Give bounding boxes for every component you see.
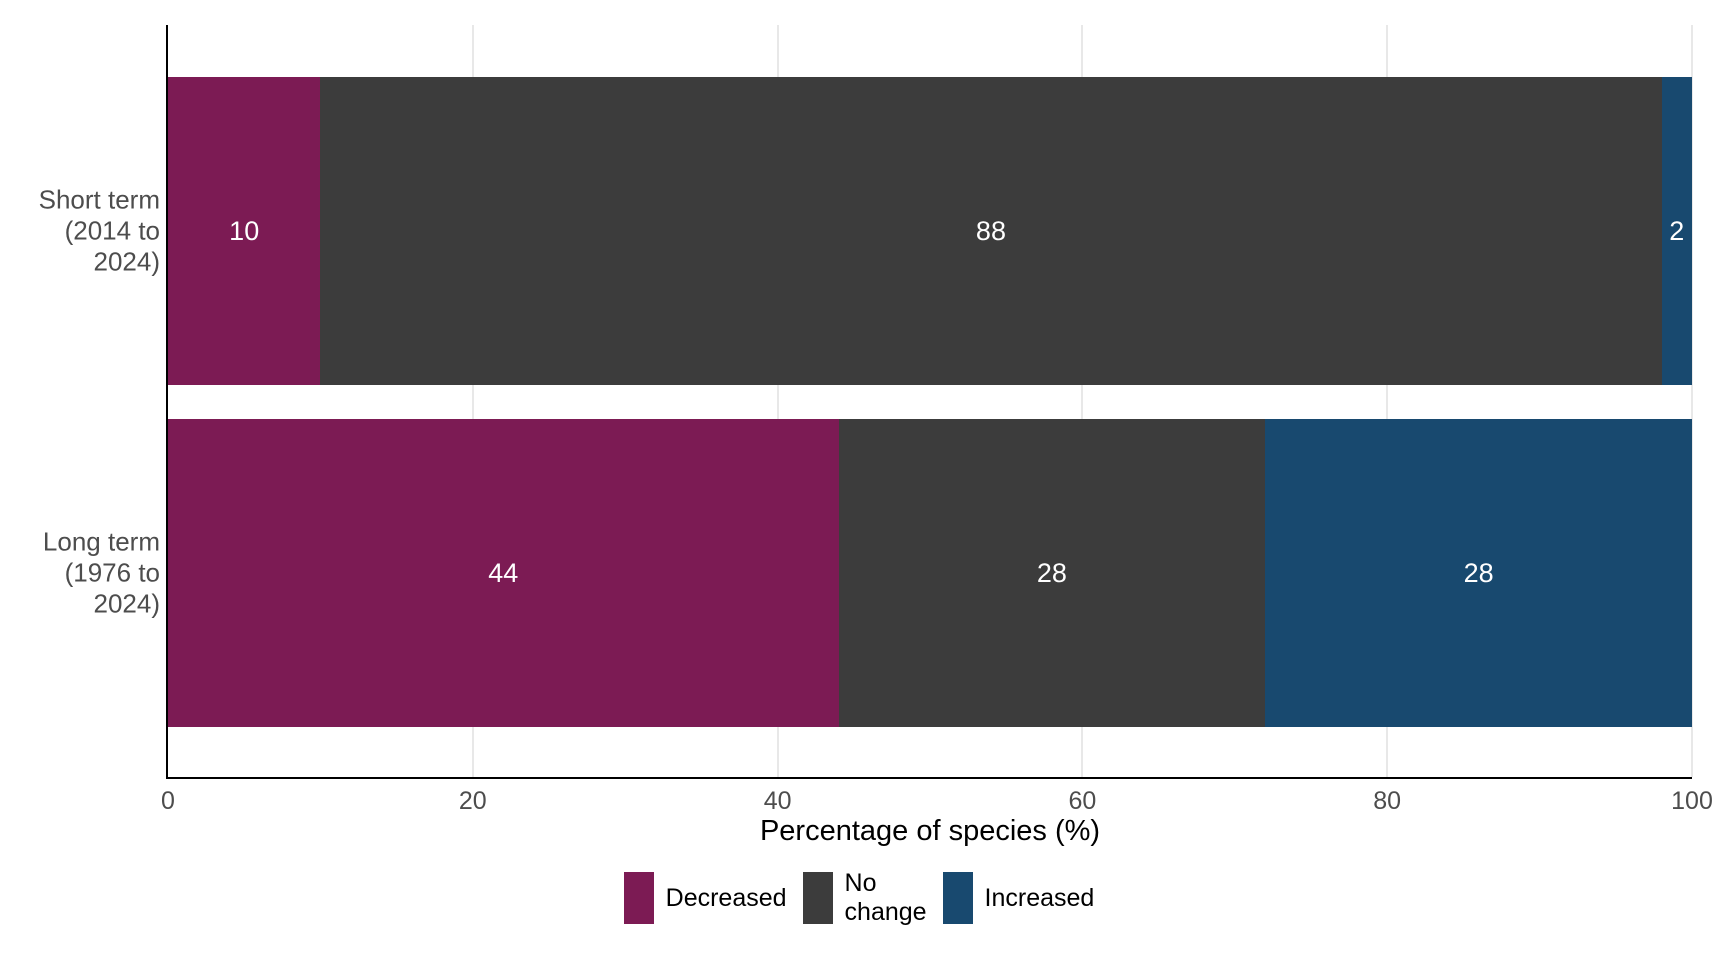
legend-label: No change [844, 869, 927, 926]
bar-value-label: 28 [1036, 557, 1067, 588]
bar-value-label: 2 [1669, 215, 1685, 246]
x-tick-label: 60 [1068, 787, 1097, 815]
bar-segment-increased: 2 [1661, 77, 1692, 385]
legend-swatch [802, 872, 833, 924]
bar-row: 10 88 2 [168, 77, 1692, 385]
bar-segment-decreased: 44 [168, 419, 839, 727]
bar-value-label: 88 [975, 215, 1006, 246]
x-tick-label: 80 [1373, 787, 1402, 815]
y-axis-label-line: 2024) [93, 246, 161, 277]
x-tick-label: 0 [161, 787, 175, 815]
y-axis-category-label: Long term (1976 to 2024) [0, 527, 160, 620]
bar-value-label: 28 [1463, 557, 1494, 588]
gridline [776, 25, 779, 777]
x-tick-label: 40 [763, 787, 792, 815]
bar-segment-decreased: 10 [168, 77, 321, 385]
legend-swatch [942, 872, 973, 924]
bar-segment-increased: 28 [1265, 419, 1692, 727]
legend-label: Increased [984, 883, 1095, 912]
gridline [471, 25, 474, 777]
bar-value-label: 10 [229, 215, 260, 246]
y-axis-label-line: Short term [38, 184, 160, 215]
bar-segment-no-change: 88 [320, 77, 1662, 385]
x-tick-label: 20 [458, 787, 487, 815]
bar-row: 44 28 28 [168, 419, 1692, 727]
legend-label: Decreased [665, 883, 787, 912]
legend: Decreased No change Increased [0, 869, 1718, 927]
x-tick-label: 100 [1671, 787, 1713, 815]
x-axis-title: Percentage of species (%) [759, 815, 1101, 847]
bar-segment-no-change: 28 [838, 419, 1266, 727]
y-axis-label-line: Long term [42, 526, 160, 557]
legend-swatch [623, 872, 654, 924]
gridline [1386, 25, 1389, 777]
plot-area: 10 88 2 44 28 28 [166, 25, 1693, 779]
y-axis-label-line: (1976 to [64, 557, 160, 588]
bar-value-label: 44 [488, 557, 519, 588]
y-axis-category-label: Short term (2014 to 2024) [0, 185, 160, 278]
legend-item-decreased: Decreased [623, 872, 787, 924]
y-axis-label-line: 2024) [93, 588, 161, 619]
legend-item-no-change: No change [802, 869, 927, 927]
legend-item-increased: Increased [942, 872, 1095, 924]
gridline [1691, 25, 1693, 777]
y-axis-label-line: (2014 to [64, 215, 160, 246]
gridline [1081, 25, 1084, 777]
